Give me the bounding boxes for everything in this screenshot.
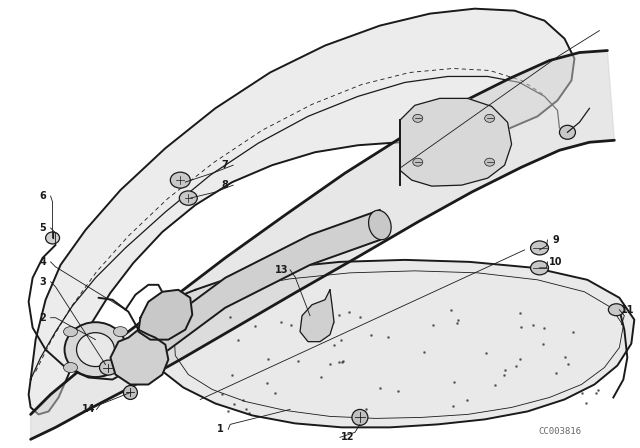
Text: 12: 12 [341, 432, 355, 442]
Ellipse shape [484, 114, 495, 122]
Ellipse shape [369, 210, 391, 240]
Polygon shape [31, 51, 614, 439]
Text: 10: 10 [548, 257, 562, 267]
Ellipse shape [531, 261, 548, 275]
Ellipse shape [413, 158, 423, 166]
Ellipse shape [63, 362, 77, 373]
Polygon shape [29, 9, 575, 414]
Ellipse shape [99, 360, 118, 375]
Text: 8: 8 [222, 180, 228, 190]
Text: 14: 14 [82, 405, 95, 414]
Text: 9: 9 [552, 235, 559, 245]
Ellipse shape [484, 158, 495, 166]
Text: 13: 13 [275, 265, 289, 275]
Text: 6: 6 [39, 191, 46, 201]
Ellipse shape [352, 409, 368, 425]
Ellipse shape [113, 327, 127, 336]
Ellipse shape [113, 362, 127, 373]
Polygon shape [138, 290, 192, 340]
Ellipse shape [63, 327, 77, 336]
Text: 7: 7 [222, 160, 228, 170]
Polygon shape [111, 330, 168, 384]
Ellipse shape [65, 322, 127, 377]
Ellipse shape [179, 191, 197, 205]
Polygon shape [148, 260, 634, 427]
Text: 4: 4 [39, 257, 46, 267]
Ellipse shape [45, 232, 60, 244]
Text: 3: 3 [39, 277, 46, 287]
Ellipse shape [531, 241, 548, 255]
Text: 2: 2 [39, 313, 46, 323]
Text: CC003816: CC003816 [538, 427, 581, 436]
Text: 11: 11 [621, 305, 634, 315]
Ellipse shape [559, 125, 575, 139]
Polygon shape [156, 210, 380, 360]
Ellipse shape [124, 385, 138, 400]
Polygon shape [400, 99, 511, 186]
Text: 1: 1 [217, 424, 223, 435]
Text: 5: 5 [39, 223, 46, 233]
Ellipse shape [609, 304, 625, 316]
Ellipse shape [77, 333, 115, 366]
Ellipse shape [170, 172, 190, 188]
Polygon shape [300, 290, 334, 342]
Ellipse shape [413, 114, 423, 122]
